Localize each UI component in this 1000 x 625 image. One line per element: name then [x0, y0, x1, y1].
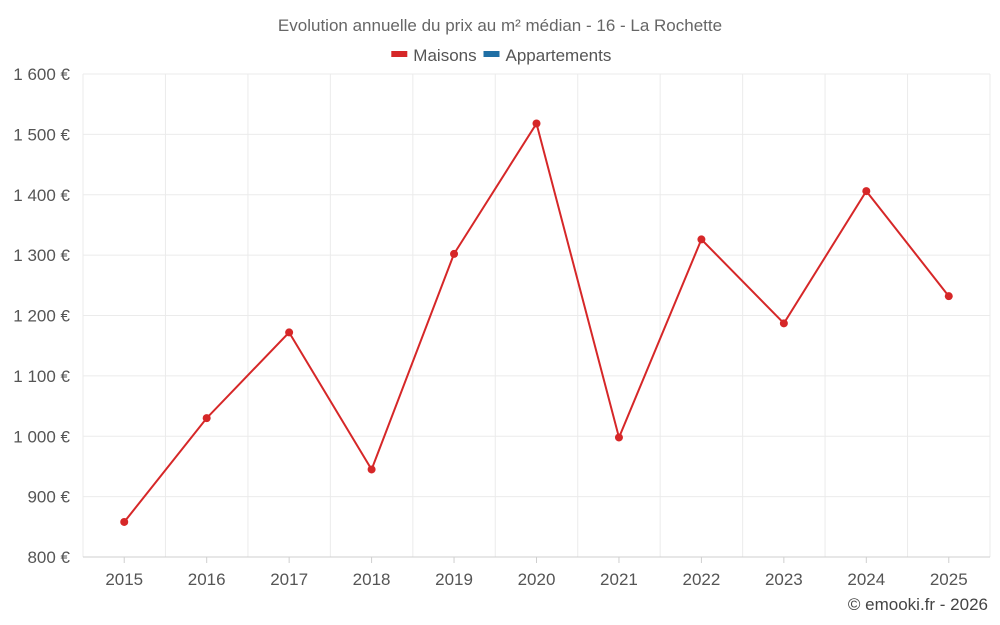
x-tick-label: 2017: [270, 570, 308, 589]
x-tick-label: 2023: [765, 570, 803, 589]
x-tick-label: 2025: [930, 570, 968, 589]
legend-swatch: [483, 51, 500, 57]
chart-title: Evolution annuelle du prix au m² médian …: [278, 16, 722, 35]
data-point[interactable]: [367, 465, 376, 474]
legend[interactable]: Maisons Appartements: [391, 46, 611, 65]
data-point[interactable]: [697, 235, 706, 244]
y-tick-label: 900 €: [27, 488, 70, 507]
y-tick-label: 1 100 €: [13, 367, 70, 386]
x-tick-label: 2022: [682, 570, 720, 589]
data-point[interactable]: [285, 328, 294, 337]
data-point[interactable]: [779, 319, 788, 328]
y-tick-label: 1 400 €: [13, 186, 70, 205]
data-point[interactable]: [532, 119, 541, 128]
legend-item-maisons[interactable]: Maisons: [391, 46, 477, 65]
x-tick-label: 2020: [518, 570, 556, 589]
y-tick-label: 1 600 €: [13, 65, 70, 84]
credit-text: © emooki.fr - 2026: [848, 595, 988, 614]
data-point[interactable]: [944, 292, 953, 301]
data-point[interactable]: [862, 187, 871, 196]
data-point[interactable]: [450, 249, 459, 258]
y-tick-label: 1 500 €: [13, 125, 70, 144]
legend-label: Appartements: [506, 46, 612, 65]
x-tick-label: 2021: [600, 570, 638, 589]
x-tick-label: 2019: [435, 570, 473, 589]
x-tick-label: 2016: [188, 570, 226, 589]
legend-label: Maisons: [413, 46, 476, 65]
data-point[interactable]: [614, 433, 623, 442]
data-point[interactable]: [120, 517, 129, 526]
y-tick-label: 1 000 €: [13, 427, 70, 446]
legend-item-appartements[interactable]: Appartements: [483, 46, 612, 65]
x-axis: 2015 2016 2017 2018 2019 2020 2021 2022 2023 2024…: [105, 557, 968, 589]
y-tick-label: 800 €: [27, 548, 70, 567]
y-tick-label: 1 300 €: [13, 246, 70, 265]
data-point[interactable]: [202, 414, 211, 423]
series-group: [120, 119, 953, 526]
x-tick-label: 2024: [847, 570, 885, 589]
grid: [82, 73, 991, 558]
y-tick-label: 1 200 €: [13, 307, 70, 326]
x-tick-label: 2018: [353, 570, 391, 589]
legend-swatch: [391, 51, 408, 57]
x-tick-label: 2015: [105, 570, 143, 589]
y-axis: 800 € 900 € 1 000 € 1 100 € 1 200 € 1 300 € 1 …: [13, 65, 70, 567]
